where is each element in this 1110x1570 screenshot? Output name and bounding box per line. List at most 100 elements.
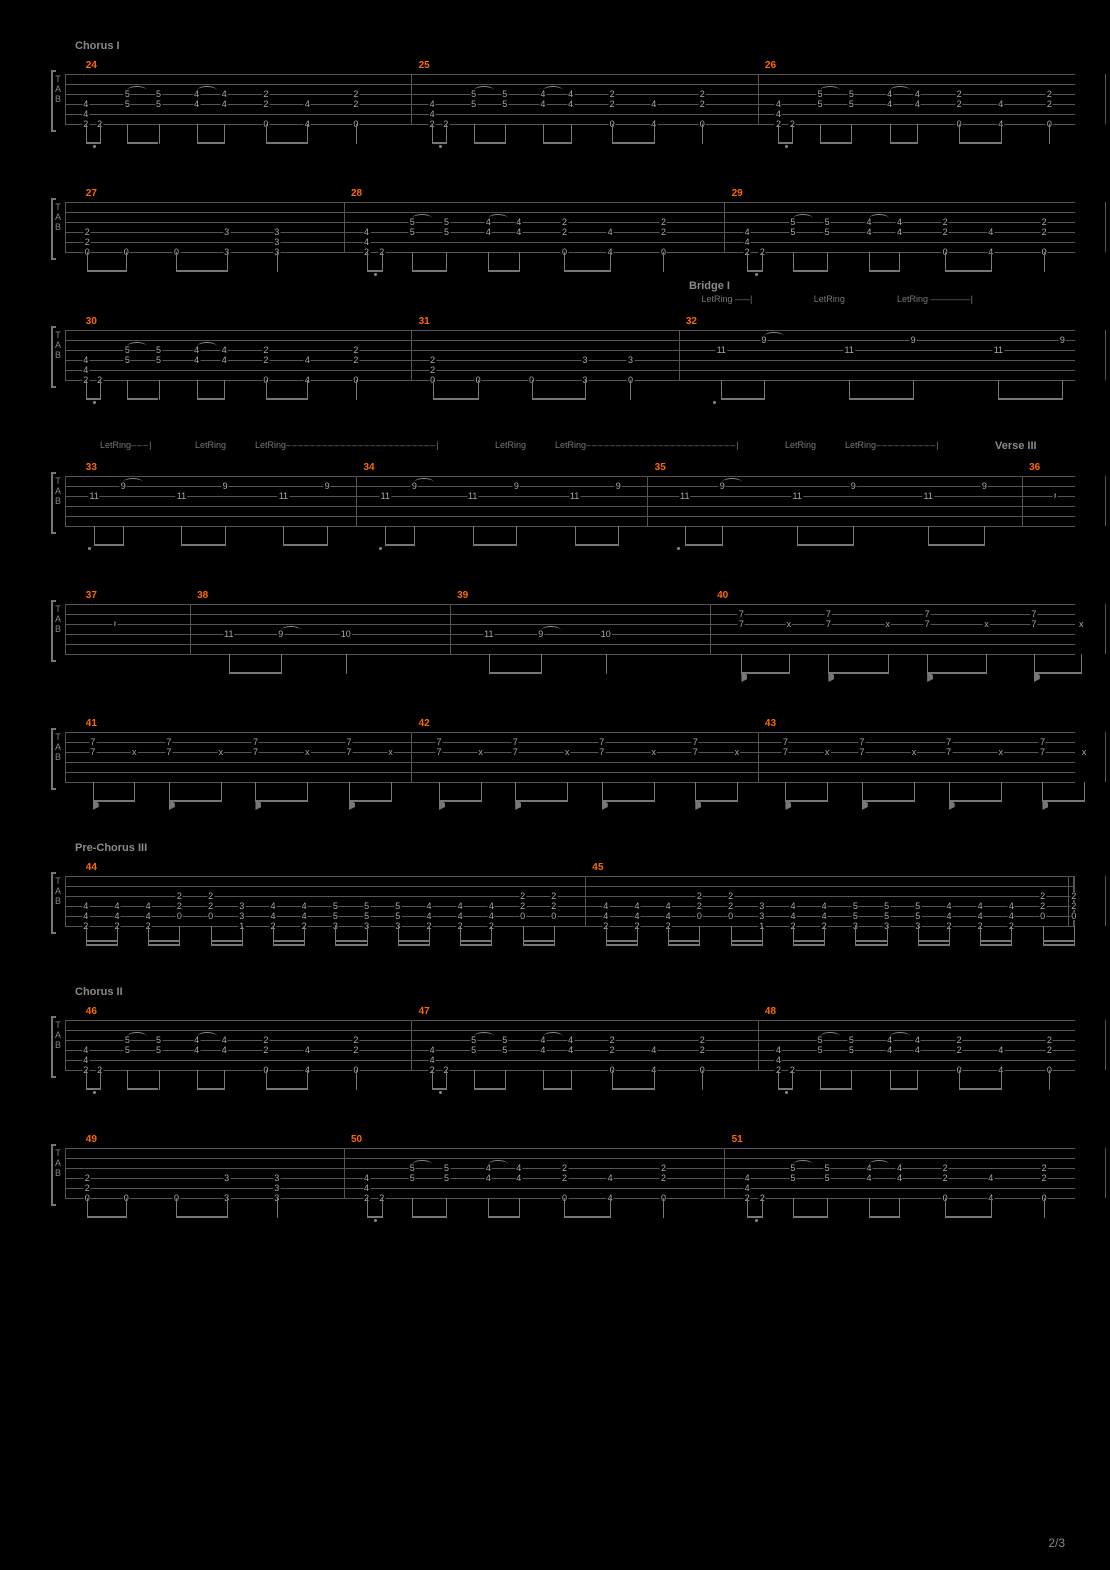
fret-number: 4 — [633, 902, 640, 910]
fret-number: 0 — [1070, 912, 1077, 920]
let-ring-label: LetRing–––| — [100, 440, 151, 450]
measure-number: 49 — [86, 1134, 97, 1145]
fret-number: 7 — [738, 610, 745, 618]
fret-number: 4 — [977, 902, 984, 910]
fret-number: 9 — [981, 482, 988, 490]
fret-number: 4 — [485, 228, 492, 236]
section-label: Verse III — [995, 440, 1037, 452]
fret-number: 11 — [843, 346, 854, 354]
fret-number: 4 — [744, 1184, 751, 1192]
fret-number: x — [387, 748, 394, 756]
fret-number: 5 — [824, 1174, 831, 1182]
fret-number: 3 — [627, 356, 634, 364]
measure-number: 39 — [457, 590, 468, 601]
fret-number: 7 — [692, 738, 699, 746]
fret-number: 5 — [501, 100, 508, 108]
fret-number: 2 — [262, 100, 269, 108]
measure-number: 42 — [419, 718, 430, 729]
fret-number: 11 — [569, 492, 580, 500]
fret-number: 4 — [914, 1036, 921, 1044]
fret-number: 5 — [155, 356, 162, 364]
fret-number: 5 — [852, 902, 859, 910]
fret-number: 7 — [1039, 748, 1046, 756]
tab-staff-row: TAB2425264422555544442204422044225555444… — [35, 56, 1075, 156]
fret-number: 2 — [84, 228, 91, 236]
fret-number: 4 — [865, 1174, 872, 1182]
measure-number: 41 — [86, 718, 97, 729]
fret-number: 7 — [598, 738, 605, 746]
fret-number: 4 — [607, 228, 614, 236]
let-ring-label: LetRing–––––––––––––––––––––––––| — [255, 440, 439, 450]
fret-number: 4 — [744, 238, 751, 246]
fret-number: 5 — [124, 1046, 131, 1054]
fret-number: 7 — [858, 738, 865, 746]
fret-number: 7 — [512, 748, 519, 756]
tab-staff-row: TAB41424377x77x77x77x77x77x77x77x77x77x7… — [35, 714, 1075, 814]
fret-number: 5 — [363, 912, 370, 920]
fret-number: 4 — [82, 912, 89, 920]
measure-number: 50 — [351, 1134, 362, 1145]
fret-number: 0 — [207, 912, 214, 920]
fret-number: 4 — [488, 902, 495, 910]
fret-number: 2 — [699, 90, 706, 98]
fret-number: 2 — [1046, 1036, 1053, 1044]
fret-number: 4 — [945, 912, 952, 920]
fret-number: 2 — [519, 902, 526, 910]
fret-number: 5 — [824, 218, 831, 226]
fret-number: x — [884, 620, 891, 628]
fret-number: x — [304, 748, 311, 756]
fret-number: 4 — [914, 1046, 921, 1054]
fret-number: 4 — [896, 1164, 903, 1172]
fret-number: 11 — [88, 492, 99, 500]
fret-number: 4 — [539, 100, 546, 108]
fret-number: 5 — [332, 902, 339, 910]
fret-number: 4 — [485, 1174, 492, 1182]
fret-number: 2 — [561, 228, 568, 236]
fret-number: 4 — [363, 1184, 370, 1192]
fret-number: 2 — [561, 1164, 568, 1172]
fret-number: 2 — [1070, 902, 1077, 910]
fret-number: 2 — [696, 902, 703, 910]
fret-number: 4 — [665, 902, 672, 910]
fret-number: 9 — [850, 482, 857, 490]
tab-clef: TAB — [53, 732, 63, 762]
measure-number: 46 — [86, 1006, 97, 1017]
fret-number: 3 — [273, 1184, 280, 1192]
fret-number: 5 — [363, 902, 370, 910]
fret-number: 4 — [987, 1174, 994, 1182]
fret-number: 4 — [301, 912, 308, 920]
fret-number: 2 — [84, 238, 91, 246]
fret-number: 4 — [602, 912, 609, 920]
tab-staff-row: TAB4950512200033333442255554444220442204… — [35, 1130, 1075, 1230]
measure-number: 47 — [419, 1006, 430, 1017]
fret-number: 2 — [550, 892, 557, 900]
fret-number: x — [1078, 620, 1085, 628]
fret-number: 10 — [340, 630, 352, 638]
fret-number: 5 — [501, 1036, 508, 1044]
fret-number: x — [218, 748, 225, 756]
fret-number: 4 — [82, 366, 89, 374]
measure-number: 35 — [655, 462, 666, 473]
measure-number: 43 — [765, 718, 776, 729]
fret-number: 4 — [896, 1174, 903, 1182]
fret-number: 2 — [1039, 892, 1046, 900]
fret-number: 5 — [443, 1164, 450, 1172]
fret-number: 5 — [409, 1174, 416, 1182]
fret-number: x — [998, 748, 1005, 756]
fret-number: 5 — [332, 912, 339, 920]
fret-number: 7 — [252, 738, 259, 746]
fret-number: 11 — [993, 346, 1004, 354]
fret-number: 3 — [273, 228, 280, 236]
measure-number: 29 — [732, 188, 743, 199]
fret-number: 4 — [82, 100, 89, 108]
fret-number: 5 — [883, 912, 890, 920]
measure-number: 51 — [732, 1134, 743, 1145]
fret-number: 4 — [744, 1174, 751, 1182]
fret-number: 2 — [1046, 1046, 1053, 1054]
tab-clef: TAB — [53, 604, 63, 634]
measure-number: 28 — [351, 188, 362, 199]
fret-number: x — [650, 748, 657, 756]
fret-number: 11 — [223, 630, 234, 638]
section-label: Chorus I — [75, 40, 1075, 52]
fret-number: 4 — [429, 1046, 436, 1054]
